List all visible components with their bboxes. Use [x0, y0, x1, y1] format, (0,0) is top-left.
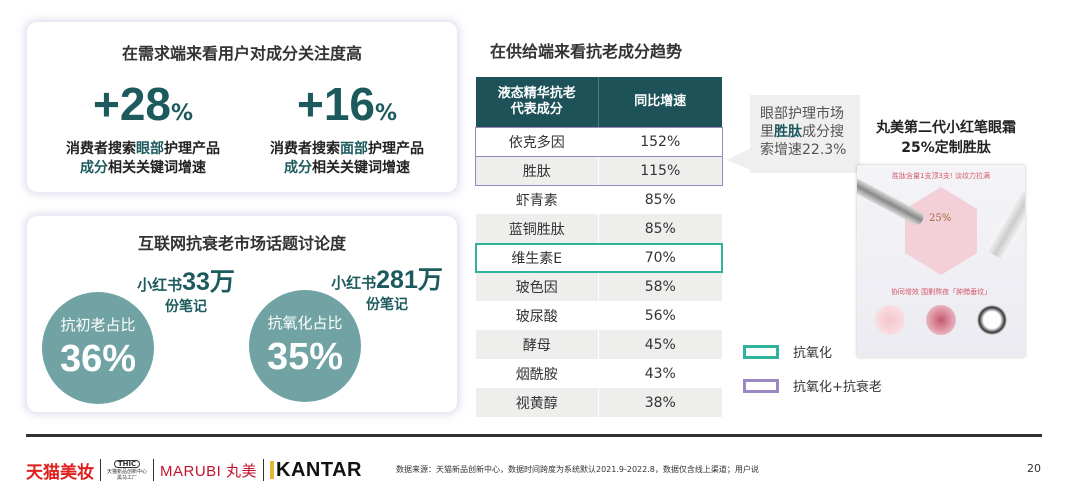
table-row: 胜肽 115% [476, 156, 722, 185]
kantar-bar-icon [270, 461, 275, 479]
logo-separator [153, 459, 155, 481]
legend-antioxidant-antiaging: 抗氧化+抗衰老 [743, 376, 882, 395]
xiaohongshu-note-count: 小红书281万 份笔记 [331, 266, 443, 313]
legend-antioxidant: 抗氧化 [743, 342, 832, 361]
table-row: 依克多因 152% [476, 127, 722, 156]
logo-separator [100, 459, 101, 481]
eye-cream-cap-graphic [985, 189, 1025, 261]
peptide-search-callout: 眼部护理市场 里胜肽成分搜 索增速22.3% [750, 95, 860, 173]
table-row: 蓝铜胜肽 85% [476, 214, 722, 243]
legend-swatch-teal [743, 344, 779, 359]
circle-label: 抗氧化占比 [267, 314, 343, 332]
topic-card: 互联网抗衰老市场话题讨论度 抗初老占比 36% 抗氧化占比 35% 小红书33万… [27, 216, 457, 412]
table-row: 虾青素 85% [476, 185, 722, 214]
demand-card-title: 在需求端来看用户对成分关注度高 [121, 44, 362, 63]
table-row: 烟酰胺 43% [476, 359, 722, 388]
hexagon-graphic [905, 187, 977, 275]
callout-pointer [727, 148, 751, 170]
circle-value: 35% [266, 336, 344, 378]
logo-separator [263, 459, 265, 481]
footer-logos: 天猫美妆 THIC 天猫新品创新中心 黑马工厂 MARUBI 丸美 KANTAR [26, 455, 362, 485]
table-header-row: 液态精华抗老 代表成分 同比增速 [476, 77, 722, 127]
eye-closeup-icon [977, 305, 1007, 335]
supply-title: 在供给端来看抗老成分趋势 [490, 42, 683, 61]
antioxidant-circle: 抗氧化占比 35% [249, 290, 361, 402]
column-header-growth: 同比增速 [598, 77, 722, 127]
data-source-note: 数据来源：天猫新品创新中心，数据时间跨度为系统默认2021.9-2022.8，数… [396, 465, 759, 474]
face-care-stat: +16% 消费者搜索面部护理产品 成分相关关键词增速 [247, 80, 447, 178]
marubi-logo: MARUBI 丸美 [160, 462, 258, 480]
demand-card: 在需求端来看用户对成分关注度高 +28% 消费者搜索眼部护理产品 成分相关关键词… [27, 22, 457, 192]
table-row: 维生素E 70% [476, 243, 722, 272]
legend-swatch-purple [743, 378, 779, 393]
stat-unit: % [374, 101, 398, 126]
page-number: 20 [1027, 462, 1041, 475]
thic-logo: THIC 天猫新品创新中心 黑马工厂 [107, 459, 148, 481]
stat-description: 消费者搜索面部护理产品 成分相关关键词增速 [270, 141, 424, 176]
stat-value: +28 [92, 78, 171, 130]
column-header-ingredient: 液态精华抗老 代表成分 [476, 77, 599, 127]
eye-care-stat: +28% 消费者搜索眼部护理产品 成分相关关键词增速 [43, 80, 243, 178]
table-row: 视黄醇 38% [476, 388, 722, 417]
table-row: 玻尿酸 56% [476, 301, 722, 330]
eye-closeup-icon [875, 305, 905, 335]
circle-value: 36% [59, 338, 137, 380]
stat-description: 消费者搜索眼部护理产品 成分相关关键词增速 [66, 141, 220, 176]
eye-cream-wand-graphic [857, 177, 926, 227]
topic-card-title: 互联网抗衰老市场话题讨论度 [137, 234, 346, 253]
table-row: 玻色因 58% [476, 272, 722, 301]
stat-value: +16 [296, 78, 375, 130]
table-row: 酵母 45% [476, 330, 722, 359]
eye-closeup-icon [926, 305, 956, 335]
footer-divider [26, 434, 1042, 437]
kantar-logo: KANTAR [270, 459, 362, 482]
ingredient-growth-table: 液态精华抗老 代表成分 同比增速 依克多因 152% 胜肽 115% 虾青素 85% 蓝… [476, 77, 722, 417]
product-title: 丸美第二代小红笔眼霜 25%定制胜肽 [876, 120, 1016, 156]
anti-early-aging-circle: 抗初老占比 36% [42, 292, 154, 404]
product-image: 胜肽含量1支顶3支! 淡纹力拉满 25% 协同增效 围剿熬夜「肿黯垂纹」 [857, 165, 1025, 357]
stat-unit: % [170, 101, 194, 126]
circle-label: 抗初老占比 [60, 316, 136, 334]
xiaohongshu-note-count: 小红书33万 份笔记 [137, 268, 235, 315]
tmall-beauty-logo: 天猫美妆 [26, 462, 94, 483]
